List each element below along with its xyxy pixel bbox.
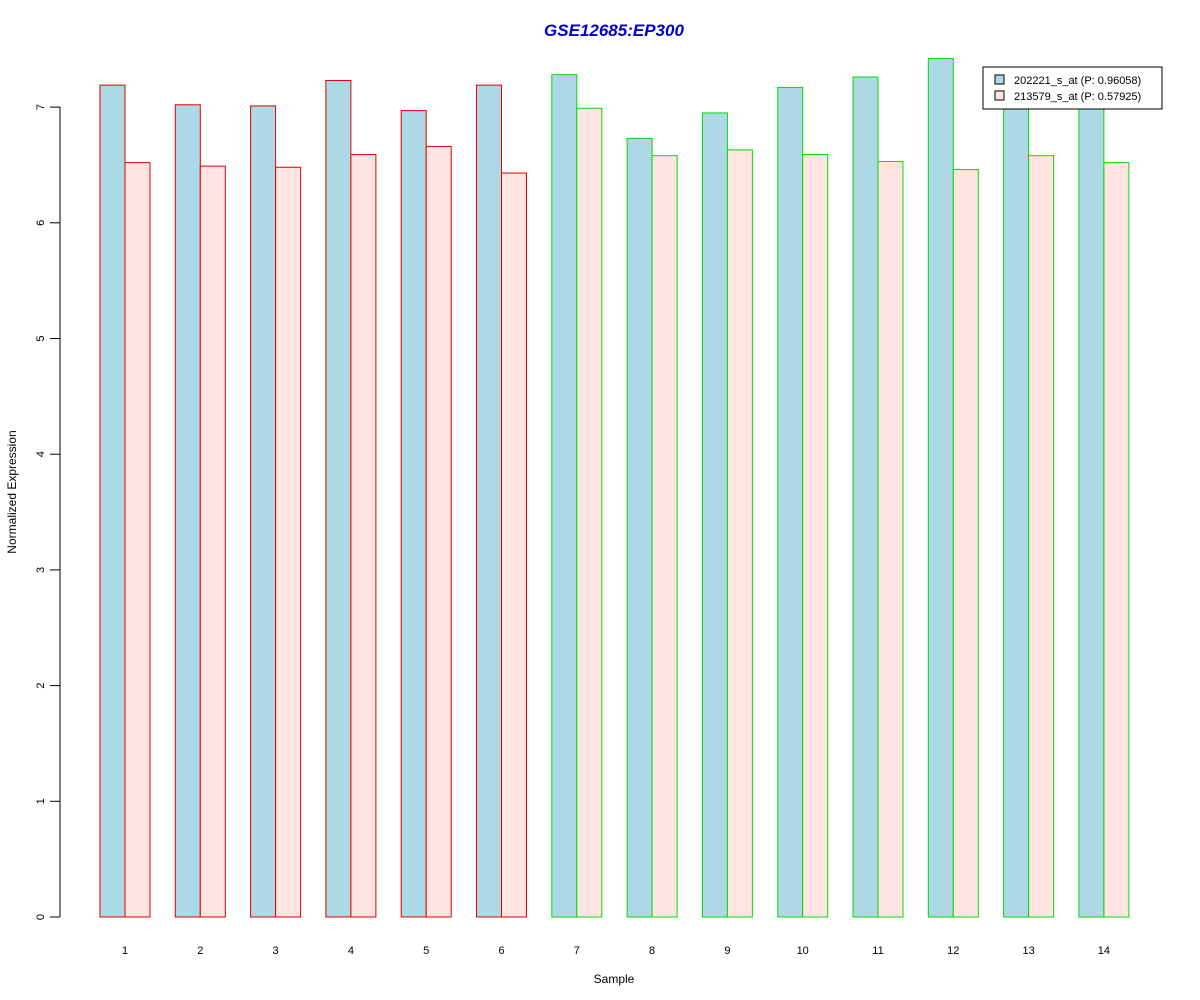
x-tick-label: 4 (348, 945, 354, 957)
bar-series-1-sample-13 (1003, 106, 1030, 918)
y-axis: 0 1 2 3 4 5 6 7 (35, 104, 61, 920)
y-axis-label: Normalized Expression (5, 430, 19, 553)
bar-series-1-sample-9 (701, 112, 728, 918)
chart-title: GSE12685:EP300 (544, 21, 684, 40)
x-tick-label: 8 (649, 945, 655, 957)
bar-series-1-sample-7 (551, 74, 578, 918)
bar-series-2-sample-12 (952, 169, 979, 918)
legend-entry-2: 213579_s_at (P: 0.57925) (1014, 91, 1141, 103)
bar-series-2-sample-2 (199, 165, 226, 918)
x-axis-label: Sample (594, 972, 635, 986)
bar-series-2-sample-10 (802, 154, 829, 918)
bar-series-1-sample-8 (626, 137, 653, 918)
x-tick-label: 12 (947, 945, 959, 957)
legend: 202221_s_at (P: 0.96058) 213579_s_at (P: … (982, 66, 1163, 110)
x-tick-label: 7 (574, 945, 580, 957)
x-tick-label: 3 (273, 945, 279, 957)
x-tick-label: 6 (498, 945, 504, 957)
y-tick-label: 3 (35, 567, 47, 573)
x-tick-label: 5 (423, 945, 429, 957)
bar-series-1-sample-10 (777, 86, 804, 918)
bar-series-2-sample-11 (877, 160, 904, 918)
bar-series-1-sample-4 (325, 79, 352, 918)
y-tick-label: 4 (35, 451, 47, 457)
y-tick-label: 1 (35, 798, 47, 804)
bar-series-1-sample-5 (400, 110, 427, 918)
x-tick-labels: 1 2 3 4 5 6 7 8 9 10 11 12 13 14 (122, 945, 1110, 957)
y-tick-label: 6 (35, 220, 47, 226)
bars (99, 58, 1130, 918)
legend-swatch-1 (994, 74, 1005, 85)
x-tick-label: 13 (1022, 945, 1034, 957)
bar-series-2-sample-13 (1028, 155, 1055, 918)
y-tick-label: 5 (35, 335, 47, 341)
y-tick-label: 0 (35, 914, 47, 920)
x-tick-label: 14 (1098, 945, 1110, 957)
legend-swatch-2 (994, 90, 1005, 101)
x-tick-label: 11 (872, 945, 883, 957)
y-tick-label: 7 (35, 104, 47, 110)
legend-entry-1: 202221_s_at (P: 0.96058) (1014, 75, 1141, 87)
bar-series-1-sample-6 (476, 84, 502, 918)
bar-series-2-sample-1 (124, 162, 151, 918)
x-tick-label: 1 (122, 945, 128, 957)
bar-series-2-sample-6 (501, 172, 527, 918)
bar-series-2-sample-3 (275, 166, 302, 918)
bar-series-1-sample-1 (99, 84, 126, 918)
bar-series-2-sample-5 (425, 145, 452, 918)
bar-series-2-sample-7 (576, 107, 603, 918)
bar-series-1-sample-11 (852, 76, 879, 918)
bar-series-1-sample-14 (1078, 106, 1105, 918)
bar-series-2-sample-14 (1103, 162, 1130, 918)
x-tick-label: 9 (724, 945, 730, 957)
bar-series-2-sample-8 (651, 155, 678, 918)
x-tick-label: 2 (197, 945, 203, 957)
legend-box (982, 66, 1163, 110)
bar-series-2-sample-9 (726, 149, 753, 918)
y-tick-label: 2 (35, 683, 47, 689)
bar-series-1-sample-2 (174, 104, 201, 918)
bar-series-1-sample-12 (927, 58, 954, 918)
bar-series-2-sample-4 (350, 154, 377, 918)
bar-series-1-sample-3 (250, 105, 277, 918)
x-tick-label: 10 (797, 945, 809, 957)
